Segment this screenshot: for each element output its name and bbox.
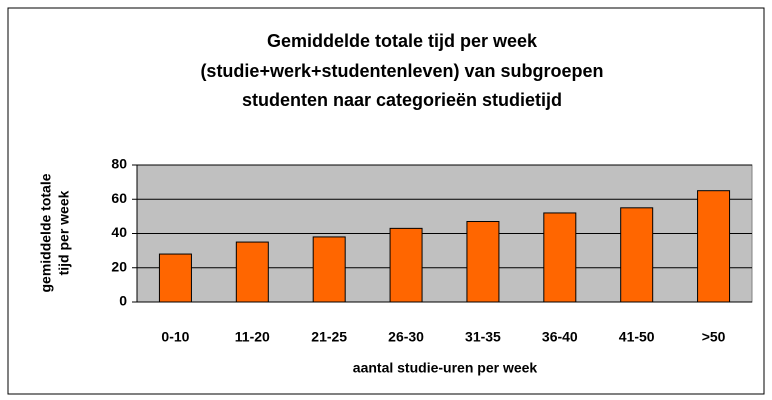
x-tick-label: 36-40 (542, 329, 578, 345)
chart-title: studenten naar categorieën studietijd (242, 90, 562, 110)
y-tick-label: 0 (119, 293, 127, 309)
bar (389, 227, 423, 303)
x-tick-label: 0-10 (161, 329, 189, 345)
y-tick-label: 20 (111, 258, 127, 274)
bar (543, 212, 577, 303)
bar (620, 207, 654, 303)
bar (158, 253, 192, 303)
x-tick-label: 21-25 (311, 329, 347, 345)
bar (235, 241, 269, 303)
x-axis-title: aantal studie-uren per week (353, 360, 538, 376)
x-tick-label: >50 (702, 329, 726, 345)
chart-title: (studie+werk+studentenleven) van subgroe… (200, 61, 603, 81)
x-tick-label: 26-30 (388, 329, 424, 345)
bar (312, 236, 346, 303)
x-tick-label: 31-35 (465, 329, 501, 345)
y-tick-label: 40 (111, 224, 127, 240)
y-tick-label: 60 (111, 190, 127, 206)
bar (697, 190, 731, 303)
chart-title: Gemiddelde totale tijd per week (267, 31, 538, 51)
x-tick-label: 41-50 (619, 329, 655, 345)
bar (466, 221, 500, 303)
x-tick-label: 11-20 (235, 329, 270, 345)
y-axis-title: gemiddelde totale (38, 173, 54, 292)
y-tick-label: 80 (111, 156, 127, 172)
y-axis-title: tijd per week (56, 190, 72, 275)
